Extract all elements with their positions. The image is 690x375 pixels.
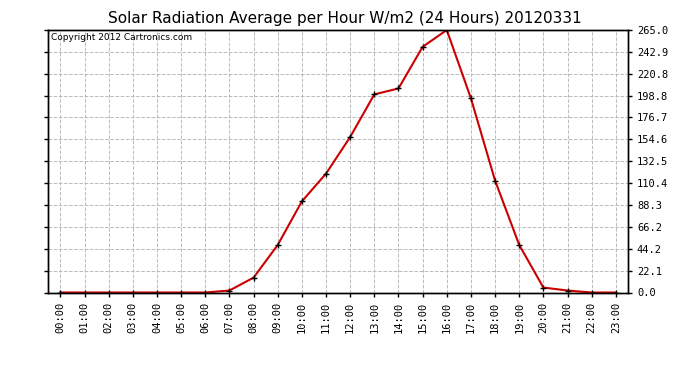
Text: Copyright 2012 Cartronics.com: Copyright 2012 Cartronics.com [51,33,193,42]
Text: Solar Radiation Average per Hour W/m2 (24 Hours) 20120331: Solar Radiation Average per Hour W/m2 (2… [108,11,582,26]
